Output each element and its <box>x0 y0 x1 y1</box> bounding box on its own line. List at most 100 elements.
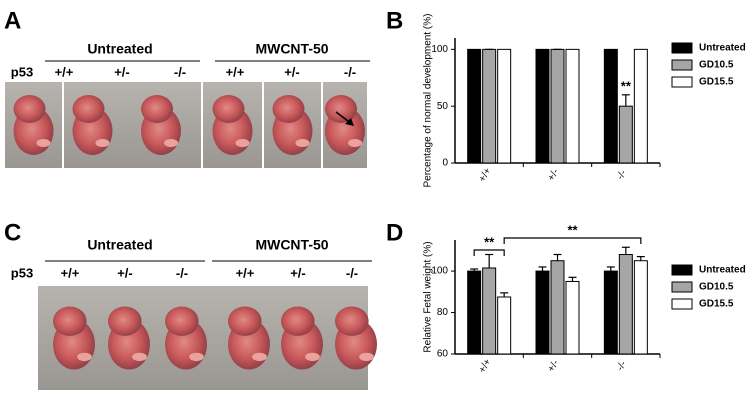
bracket <box>473 249 505 256</box>
bar <box>482 48 497 164</box>
bar <box>550 260 565 355</box>
x-tick-label: -/- <box>615 359 629 373</box>
genotype-label: +/- <box>117 265 133 280</box>
bar <box>497 48 512 164</box>
embryo-limb <box>95 139 110 147</box>
embryo-limb <box>77 352 92 362</box>
group-label: Untreated <box>87 41 152 57</box>
embryo-limb <box>36 139 51 147</box>
x-tick-label: +/+ <box>477 357 494 375</box>
genotype-label: -/- <box>176 265 188 280</box>
x-tick-label: +/- <box>546 358 562 374</box>
y-tick-label: 80 <box>437 307 449 318</box>
error-bar <box>621 94 630 107</box>
bar <box>633 48 648 164</box>
bar <box>535 48 550 164</box>
bar <box>565 48 580 164</box>
y-tick-label: 50 <box>437 101 449 112</box>
error-bar <box>500 292 509 297</box>
bar <box>603 48 618 164</box>
embryo-head <box>141 95 173 123</box>
error-bar <box>636 255 645 261</box>
genotype-label: +/+ <box>61 265 80 280</box>
x-tick-label: -/- <box>615 168 629 182</box>
bar <box>535 270 550 355</box>
y-tick-label: 100 <box>431 266 448 277</box>
legend-label: GD10.5 <box>699 282 734 293</box>
panel-letter: C <box>4 219 21 246</box>
embryo-head <box>13 95 46 123</box>
embryo-head <box>108 306 142 336</box>
panel-letter: B <box>386 7 403 34</box>
y-axis-label: Relative Fetal weight (%) <box>423 241 434 352</box>
embryo-head <box>72 95 105 123</box>
genotype-label: +/- <box>290 265 306 280</box>
embryo-limb <box>252 352 267 362</box>
error-bar <box>538 266 547 272</box>
error-bar <box>553 253 562 261</box>
embryo-limb <box>132 352 147 362</box>
genotype-label: -/- <box>346 265 358 280</box>
embryo-limb <box>359 352 374 362</box>
bar <box>618 105 633 164</box>
legend-swatch <box>671 281 693 293</box>
bar <box>482 267 497 355</box>
embryo-head <box>272 95 305 123</box>
genotype-label: +/+ <box>236 265 255 280</box>
bar <box>603 270 618 355</box>
error-bar <box>621 246 630 255</box>
legend-swatch <box>671 298 693 310</box>
error-bar <box>485 253 494 268</box>
legend-label: GD15.5 <box>699 299 734 310</box>
row-label: p53 <box>11 265 33 280</box>
embryo-limb <box>295 139 310 147</box>
genotype-label: +/+ <box>55 64 74 79</box>
genotype-label: -/- <box>344 64 356 79</box>
group-label: Untreated <box>87 237 152 253</box>
bar <box>618 254 633 355</box>
bar <box>467 48 482 164</box>
y-tick-label: 0 <box>442 158 448 169</box>
photo-layer: Untreated MWCNT-50 p53 +/+ +/- -/- +/+ +/- -/- Un… <box>5 41 377 390</box>
significance: ** <box>484 234 495 249</box>
embryo-head <box>228 306 262 336</box>
bracket <box>503 237 642 244</box>
embryo-limb <box>235 139 250 147</box>
y-axis-label: Percentage of normal development (%) <box>423 14 434 188</box>
group-label: MWCNT-50 <box>255 41 328 57</box>
legend-swatch <box>671 42 693 54</box>
embryo-head <box>53 306 87 336</box>
x-tick-label: +/+ <box>477 166 494 184</box>
y-tick-label: 100 <box>431 44 448 55</box>
bar <box>550 48 565 164</box>
legend-swatch <box>671 59 693 71</box>
error-bar <box>568 276 577 282</box>
genotype-label: +/- <box>114 64 130 79</box>
group-label: MWCNT-50 <box>255 237 328 253</box>
genotype-label: +/+ <box>226 64 245 79</box>
y-tick-label: 60 <box>437 349 449 360</box>
legend-label: GD15.5 <box>699 77 734 88</box>
embryo-head <box>212 95 245 123</box>
embryo-limb <box>305 352 320 362</box>
significance: ** <box>567 222 578 237</box>
embryo-limb <box>348 139 362 147</box>
arrow-head <box>345 118 354 126</box>
bar <box>565 280 580 355</box>
legend-swatch <box>671 76 693 88</box>
x-tick-label: +/- <box>546 167 562 183</box>
embryo-limb <box>189 352 204 362</box>
genotype-label: -/- <box>174 64 186 79</box>
bar <box>633 260 648 355</box>
embryo-head <box>335 306 369 336</box>
error-bar <box>606 266 615 272</box>
bar <box>467 270 482 355</box>
row-label: p53 <box>11 64 33 79</box>
significance: ** <box>621 78 632 93</box>
embryo-head <box>325 95 357 123</box>
panel-letter: D <box>386 219 403 246</box>
legend-label: Untreated <box>699 265 746 276</box>
legend-label: Untreated <box>699 43 746 54</box>
